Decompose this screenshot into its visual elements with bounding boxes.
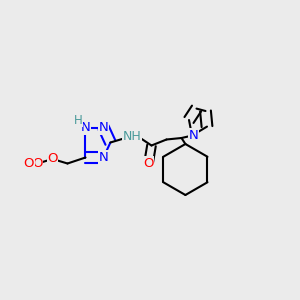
Text: N: N	[99, 151, 108, 164]
Text: N: N	[189, 129, 198, 142]
Text: O: O	[32, 157, 43, 170]
Text: O: O	[143, 157, 154, 170]
Text: N: N	[81, 121, 90, 134]
Text: NH: NH	[123, 130, 141, 143]
Text: N: N	[99, 121, 108, 134]
Text: O: O	[23, 157, 34, 170]
Text: O: O	[47, 152, 58, 166]
Text: H: H	[74, 113, 82, 127]
